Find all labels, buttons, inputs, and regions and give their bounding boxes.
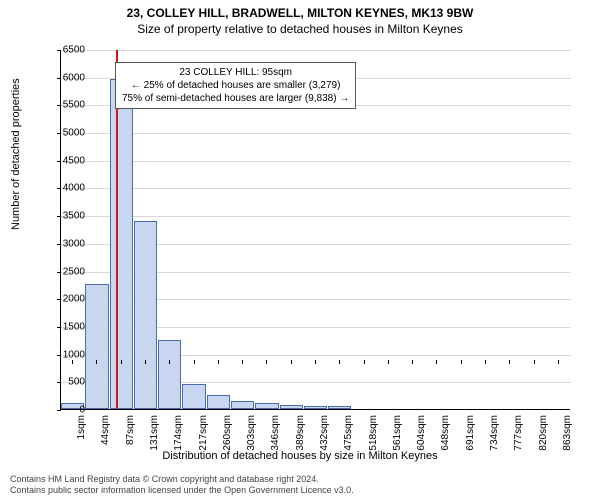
histogram-bar [207,395,230,409]
xtick-label: 518sqm [368,415,379,451]
property-info-box: 23 COLLEY HILL: 95sqm ← 25% of detached … [115,62,356,109]
xtick-label: 174sqm [173,415,184,451]
histogram-bar [328,406,351,409]
histogram-bar [231,401,254,409]
xtick-mark [388,360,389,364]
xtick-mark [169,360,170,364]
footer-line1: Contains HM Land Registry data © Crown c… [10,474,354,485]
xtick-mark [412,360,413,364]
chart-title-subtitle: Size of property relative to detached ho… [0,20,600,36]
info-line-larger: 75% of semi-detached houses are larger (… [122,92,349,105]
xtick-mark [436,360,437,364]
xtick-label: 44sqm [100,415,111,445]
ytick-label: 500 [45,377,85,388]
xtick-label: 734sqm [489,415,500,451]
xtick-mark [194,360,195,364]
histogram-bar [158,340,181,409]
xtick-mark [96,360,97,364]
xtick-label: 475sqm [343,415,354,451]
xtick-label: 131sqm [149,415,160,451]
xtick-label: 87sqm [125,415,136,445]
histogram-bar [182,384,205,409]
xtick-label: 863sqm [562,415,573,451]
xtick-label: 389sqm [295,415,306,451]
x-axis-label: Distribution of detached houses by size … [0,450,600,462]
xtick-mark [485,360,486,364]
ytick-label: 2500 [45,266,85,277]
xtick-mark [509,360,510,364]
xtick-mark [145,360,146,364]
gridline [61,188,571,189]
gridline [61,216,571,217]
xtick-mark [534,360,535,364]
ytick-label: 6000 [45,72,85,83]
footer-line2: Contains public sector information licen… [10,485,354,496]
xtick-mark [364,360,365,364]
xtick-label: 346sqm [270,415,281,451]
xtick-mark [291,360,292,364]
xtick-label: 1sqm [76,415,87,439]
xtick-label: 648sqm [440,415,451,451]
xtick-label: 691sqm [465,415,476,451]
ytick-label: 4000 [45,183,85,194]
xtick-label: 303sqm [246,415,257,451]
xtick-mark [461,360,462,364]
xtick-mark [121,360,122,364]
chart-title-address: 23, COLLEY HILL, BRADWELL, MILTON KEYNES… [0,0,600,20]
ytick-label: 2000 [45,294,85,305]
ytick-label: 0 [45,405,85,416]
xtick-label: 561sqm [392,415,403,451]
xtick-mark [558,360,559,364]
ytick-label: 4500 [45,155,85,166]
ytick-label: 3000 [45,238,85,249]
xtick-label: 217sqm [198,415,209,451]
xtick-mark [266,360,267,364]
xtick-mark [242,360,243,364]
xtick-mark [218,360,219,364]
xtick-mark [339,360,340,364]
ytick-label: 3500 [45,211,85,222]
xtick-mark [72,360,73,364]
info-line-size: 23 COLLEY HILL: 95sqm [122,66,349,79]
chart-area: 23 COLLEY HILL: 95sqm ← 25% of detached … [60,50,570,410]
ytick-label: 1500 [45,321,85,332]
ytick-label: 5500 [45,100,85,111]
ytick-label: 5000 [45,128,85,139]
y-axis-label: Number of detached properties [10,78,22,230]
xtick-label: 432sqm [319,415,330,451]
histogram-bar [304,406,327,409]
xtick-label: 777sqm [513,415,524,451]
gridline [61,50,571,51]
xtick-mark [315,360,316,364]
ytick-label: 6500 [45,45,85,56]
histogram-bar [255,403,278,409]
histogram-bar [85,284,108,409]
histogram-bar [134,221,157,409]
gridline [61,133,571,134]
gridline [61,161,571,162]
info-line-smaller: ← 25% of detached houses are smaller (3,… [122,79,349,92]
xtick-label: 260sqm [222,415,233,451]
ytick-label: 1000 [45,349,85,360]
footer-attribution: Contains HM Land Registry data © Crown c… [10,474,354,496]
xtick-label: 604sqm [416,415,427,451]
histogram-bar [280,405,303,409]
xtick-label: 820sqm [538,415,549,451]
